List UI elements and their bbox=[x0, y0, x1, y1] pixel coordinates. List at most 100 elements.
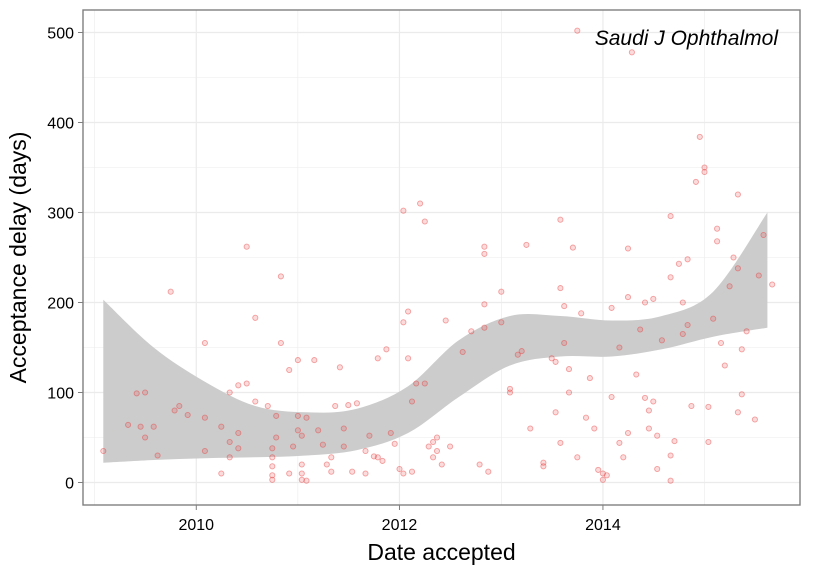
data-point bbox=[599, 476, 606, 483]
data-point bbox=[405, 308, 412, 315]
data-point bbox=[738, 346, 745, 353]
data-point bbox=[586, 375, 593, 382]
data-point bbox=[298, 432, 305, 439]
data-point bbox=[125, 421, 132, 428]
data-point bbox=[540, 459, 547, 466]
data-point bbox=[349, 468, 356, 475]
data-point bbox=[264, 402, 271, 410]
data-point bbox=[137, 423, 144, 430]
data-point bbox=[548, 355, 555, 362]
data-point bbox=[485, 468, 492, 475]
data-point bbox=[714, 225, 721, 232]
data-point bbox=[628, 49, 635, 56]
data-point bbox=[701, 168, 708, 176]
data-point bbox=[150, 423, 157, 430]
data-point bbox=[396, 465, 403, 473]
data-point bbox=[218, 470, 225, 477]
data-point bbox=[328, 454, 335, 461]
data-point bbox=[171, 407, 178, 414]
data-point bbox=[336, 364, 343, 371]
data-point bbox=[671, 438, 678, 445]
data-point bbox=[459, 348, 466, 356]
data-point bbox=[540, 463, 547, 470]
ticks-layer bbox=[78, 32, 604, 510]
data-point bbox=[743, 328, 750, 335]
data-point bbox=[311, 357, 318, 364]
data-point bbox=[755, 272, 762, 279]
data-point bbox=[421, 380, 428, 387]
data-point bbox=[734, 409, 741, 416]
data-point bbox=[269, 454, 276, 461]
data-point bbox=[303, 414, 310, 421]
data-point bbox=[717, 339, 725, 347]
data-point bbox=[561, 339, 568, 347]
data-point bbox=[408, 468, 416, 475]
data-point bbox=[616, 439, 623, 446]
data-point bbox=[658, 337, 665, 344]
data-point bbox=[751, 416, 758, 423]
data-point bbox=[769, 281, 776, 288]
data-point bbox=[201, 447, 208, 455]
data-point bbox=[269, 463, 276, 470]
data-point bbox=[574, 27, 581, 34]
data-point bbox=[654, 432, 661, 439]
data-point bbox=[298, 470, 305, 477]
data-point bbox=[269, 476, 276, 483]
data-point bbox=[514, 351, 521, 358]
data-point bbox=[557, 216, 564, 223]
data-point bbox=[645, 425, 652, 432]
data-point bbox=[226, 438, 233, 446]
data-point bbox=[290, 443, 297, 450]
data-point bbox=[142, 389, 149, 396]
data-point bbox=[370, 453, 377, 460]
data-point bbox=[442, 317, 449, 324]
data-point bbox=[667, 213, 674, 220]
smooth-confidence-ribbon bbox=[103, 212, 768, 463]
data-point bbox=[328, 468, 335, 475]
data-point bbox=[679, 330, 686, 338]
data-point bbox=[557, 439, 564, 446]
data-point bbox=[387, 429, 394, 437]
data-point bbox=[760, 231, 767, 239]
y-tick-label: 0 bbox=[65, 476, 74, 493]
data-point bbox=[252, 398, 259, 405]
data-point bbox=[345, 402, 352, 409]
data-point bbox=[679, 299, 686, 306]
data-point bbox=[362, 470, 369, 477]
data-point bbox=[481, 324, 488, 331]
data-point bbox=[218, 423, 225, 430]
data-point bbox=[650, 295, 657, 302]
data-point bbox=[154, 452, 161, 459]
data-point bbox=[298, 461, 305, 468]
data-point bbox=[616, 344, 623, 351]
data-point bbox=[726, 283, 733, 290]
data-point bbox=[142, 434, 149, 441]
data-point bbox=[167, 288, 174, 295]
data-point bbox=[340, 425, 347, 432]
x-tick-label: 2010 bbox=[178, 517, 214, 534]
data-point bbox=[721, 362, 728, 369]
data-point bbox=[269, 445, 276, 452]
data-point bbox=[332, 402, 339, 410]
data-point bbox=[569, 244, 576, 251]
y-tick-label: 500 bbox=[47, 26, 74, 43]
data-point bbox=[421, 218, 428, 225]
y-tick-label: 400 bbox=[47, 116, 74, 133]
data-point bbox=[133, 390, 140, 397]
data-point bbox=[417, 200, 424, 207]
data-point bbox=[710, 315, 717, 322]
data-point bbox=[362, 447, 369, 455]
data-point bbox=[226, 389, 233, 396]
data-point bbox=[574, 454, 581, 461]
data-point bbox=[447, 443, 454, 450]
data-point bbox=[523, 241, 530, 248]
data-point bbox=[353, 400, 360, 407]
data-point bbox=[645, 407, 652, 414]
data-point bbox=[468, 328, 475, 335]
data-point bbox=[498, 288, 505, 295]
data-point bbox=[340, 443, 347, 450]
data-point bbox=[641, 299, 649, 306]
data-point bbox=[235, 429, 242, 437]
data-point bbox=[294, 357, 301, 364]
